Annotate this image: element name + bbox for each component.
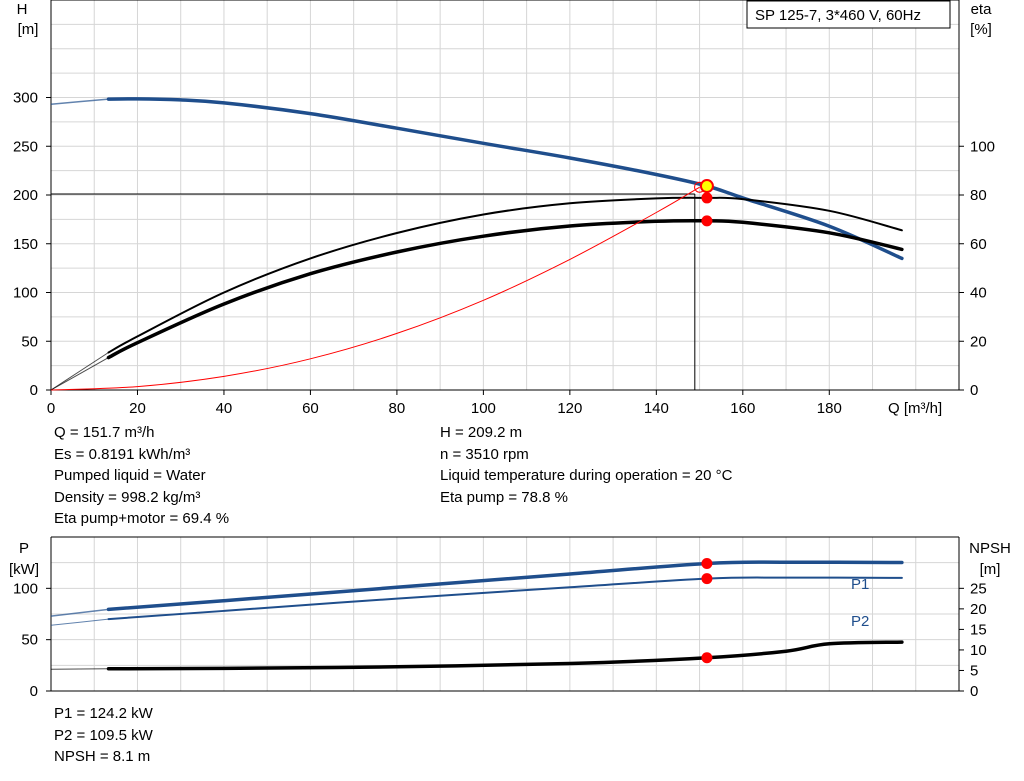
x-tick-label: 140 [644, 400, 669, 417]
info-p1: P1 = 124.2 kW [54, 705, 153, 722]
info-density: Density = 998.2 kg/m³ [54, 488, 201, 506]
p2-curve [107, 576, 903, 621]
system-curve [50, 186, 700, 391]
series-label-p2: P2 [851, 613, 869, 630]
bottom-chart-y2label-line1: NPSH [969, 540, 1011, 557]
x-tick-label: 120 [557, 400, 582, 417]
pump-performance-charts: 0 20 40 60 80 100 120 140 160 1800501001502002503… [9, 0, 1011, 701]
y2-tick-label: 0 [970, 382, 978, 399]
chart-axes [46, 0, 964, 692]
info-flow: Q = 151.7 m³/h [54, 424, 155, 441]
info-specific-energy: Es = 0.8191 kWh/m³ [54, 445, 191, 463]
info-speed: n = 3510 rpm [440, 445, 529, 463]
info-eta-pump-motor: Eta pump+motor = 69.4 % [54, 510, 230, 527]
duty-info-right: H = 209.2 m n = 3510 rpm Liquid temperat… [440, 422, 732, 508]
bottom-chart-ylabel-line1: P [19, 540, 29, 557]
info-head: H = 209.2 m [440, 424, 523, 441]
eta-pump-curve-extension [50, 352, 109, 391]
title-box [746, 0, 951, 29]
npsh-tick-label: 15 [970, 621, 987, 638]
info-liquid-temperature: Liquid temperature during operation = 20… [440, 467, 733, 484]
series-label-p1: P1 [851, 576, 869, 593]
x-tick-label: 40 [216, 400, 233, 417]
npsh-tick-label: 10 [970, 642, 987, 659]
y-tick-label: 50 [21, 333, 38, 350]
x-tick-label: 0 [47, 400, 55, 417]
top-chart-ylabel-line2: [m] [18, 21, 39, 38]
operating-point-marker [701, 215, 713, 227]
npsh-tick-label: 5 [970, 662, 978, 679]
top-chart-y2label-line1: eta [971, 1, 993, 18]
info-npsh: NPSH = 8.1 m [54, 748, 151, 765]
eta-pump-motor-curve [106, 218, 904, 360]
power-info: P1 = 124.2 kW P2 = 109.5 kW NPSH = 8.1 m [54, 703, 153, 768]
x-tick-label: 160 [730, 400, 755, 417]
top-chart-ylabel-line1: H [17, 1, 28, 18]
duty-info-left: Q = 151.7 m³/h Es = 0.8191 kWh/m³ Pumped… [54, 422, 229, 530]
y2-tick-label: 20 [970, 333, 987, 350]
p2-curve-extension [50, 618, 109, 626]
y-tick-label: 300 [13, 90, 38, 107]
x-tick-label: 60 [302, 400, 319, 417]
eta-pump-curve [107, 196, 903, 354]
power-operating-marker [701, 557, 713, 569]
p-tick-label: 100 [13, 580, 38, 597]
operating-point-marker [701, 192, 713, 204]
chart-markers [694, 179, 714, 664]
power-operating-marker [701, 573, 713, 585]
x-tick-label: 180 [817, 400, 842, 417]
chart-title: SP 125-7, 3*460 V, 60Hz [755, 7, 921, 24]
top-chart-xlabel: Q [m³/h] [888, 400, 942, 417]
power-operating-marker [701, 652, 713, 664]
p-tick-label: 50 [21, 632, 38, 649]
p-tick-label: 0 [30, 683, 38, 700]
npsh-tick-label: 20 [970, 601, 987, 618]
top-chart-y2label-line2: [%] [970, 21, 992, 38]
x-tick-label: 100 [471, 400, 496, 417]
p1-curve [106, 560, 904, 612]
bottom-chart-y2label-line2: [m] [980, 561, 1001, 578]
info-pumped-liquid: Pumped liquid = Water [54, 467, 206, 484]
info-eta-pump: Eta pump = 78.8 % [440, 488, 568, 506]
p1-curve-extension [50, 608, 109, 617]
y2-tick-label: 60 [970, 236, 987, 253]
y-tick-label: 0 [30, 382, 38, 399]
y-tick-label: 200 [13, 187, 38, 204]
bottom-chart-ylabel-line2: [kW] [9, 561, 39, 578]
npsh-tick-label: 0 [970, 683, 978, 700]
chart-tick-labels: 0 20 40 60 80 100 120 140 160 1800501001502002503… [13, 90, 995, 701]
y2-tick-label: 40 [970, 285, 987, 302]
y-tick-label: 250 [13, 138, 38, 155]
x-tick-label: 80 [389, 400, 406, 417]
y-tick-label: 150 [13, 236, 38, 253]
y2-tick-label: 80 [970, 187, 987, 204]
y2-tick-label: 100 [970, 138, 995, 155]
eta-pump-motor-curve-extension [50, 357, 109, 391]
x-tick-label: 20 [129, 400, 146, 417]
qh-curve-extension [50, 98, 109, 106]
top-chart-grid [51, 0, 959, 390]
qh-curve [106, 97, 904, 261]
duty-point-marker [699, 179, 714, 194]
npsh-tick-label: 25 [970, 580, 987, 597]
y-tick-label: 100 [13, 285, 38, 302]
npsh-curve [106, 640, 904, 671]
chart-curves [50, 97, 904, 671]
info-p2: P2 = 109.5 kW [54, 726, 153, 744]
